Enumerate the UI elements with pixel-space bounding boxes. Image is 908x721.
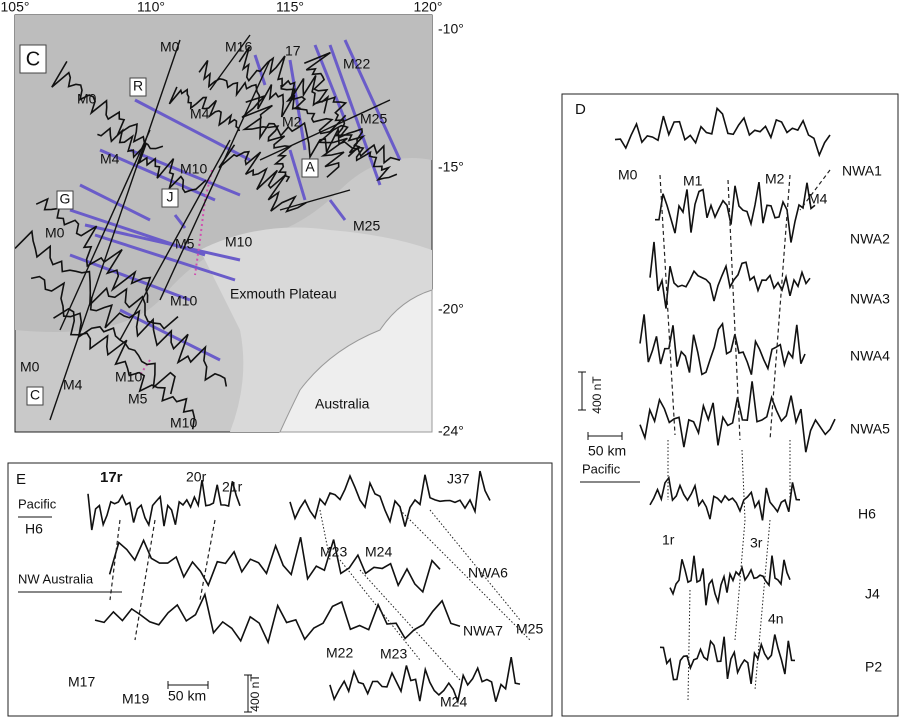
profile-label: NWA4 (850, 348, 890, 364)
lon-tick-label: 105° (1, 0, 30, 15)
group-label: Pacific (582, 461, 621, 476)
lat-tick-label: -10° (438, 21, 464, 37)
anomaly-label: M5 (175, 236, 195, 252)
figure: C 105° 110° 115° 120° -10° -15° -20° -24° M0 M16 17… (0, 0, 908, 721)
profile-label: R (133, 78, 143, 94)
lat-tick-label: -24° (438, 423, 464, 439)
anomaly-label: M25 (360, 111, 387, 127)
profile-label: A (305, 159, 315, 175)
place-label: Australia (315, 396, 370, 412)
group-label: NW Australia (18, 571, 94, 586)
anomaly-label: M2 (765, 171, 785, 187)
place-label: Exmouth Plateau (230, 286, 337, 302)
anomaly-label: M5 (128, 391, 148, 407)
panel-letter: C (26, 48, 40, 70)
anomaly-label: M0 (618, 167, 638, 183)
profile-label: J (167, 189, 174, 205)
anomaly-label: M17 (68, 674, 95, 690)
anomaly-label: M0 (20, 359, 40, 375)
anomaly-label: M23 (320, 544, 347, 560)
anomaly-label: M4 (63, 377, 83, 393)
anomaly-label: M23 (380, 646, 407, 662)
anomaly-label: M10 (170, 415, 197, 431)
profile-label: J4 (865, 586, 880, 602)
anomaly-label: M10 (115, 369, 142, 385)
profile-label: NWA6 (468, 565, 508, 581)
anomaly-label: M0 (77, 91, 97, 107)
anomaly-label: M4 (190, 106, 210, 122)
profile-label: G (60, 191, 71, 207)
anomaly-label: M0 (160, 39, 180, 55)
lat-tick-label: -15° (438, 159, 464, 175)
profile-label: C (30, 387, 40, 403)
chron-label: 4n (768, 611, 784, 627)
profile-label: NWA1 (842, 163, 882, 179)
anomaly-label: M4 (100, 151, 120, 167)
anomaly-label: M4 (808, 191, 828, 207)
chron-label: 20r (186, 469, 207, 485)
chron-label: 17r (100, 469, 123, 486)
panel-letter: E (16, 471, 26, 488)
anomaly-label: M0 (45, 225, 65, 241)
distance-scale-label: 50 km (588, 443, 626, 459)
chron-label: 21r (222, 479, 243, 495)
chron-label: 3r (750, 535, 763, 551)
amplitude-scale-label: 400 nT (590, 376, 604, 414)
profile-label: H6 (25, 521, 43, 537)
profile-label: NWA2 (850, 231, 890, 247)
anomaly-label: M25 (516, 621, 543, 637)
anomaly-label: M22 (343, 56, 370, 72)
lat-tick-label: -20° (438, 301, 464, 317)
profile-label: NWA7 (463, 623, 503, 639)
lon-tick-label: 110° (137, 0, 165, 15)
anomaly-label: M19 (122, 691, 149, 707)
anomaly-label: M10 (170, 293, 197, 309)
group-label: Pacific (18, 496, 57, 511)
anomaly-label: M10 (225, 234, 252, 250)
profile-label: J37 (447, 471, 470, 487)
anomaly-label: M10 (180, 161, 207, 177)
anomaly-label: M2 (282, 114, 302, 130)
anomaly-label: M1 (683, 173, 703, 189)
anomaly-label: M24 (365, 544, 392, 560)
chron-label: 1r (662, 532, 675, 548)
profile-label: H6 (858, 506, 876, 522)
anomaly-label: M22 (326, 645, 353, 661)
distance-scale-label: 50 km (168, 688, 206, 704)
lon-tick-label: 120° (414, 0, 443, 15)
anomaly-label: M24 (440, 694, 467, 710)
panel-letter: D (575, 101, 586, 118)
anomaly-label: M16 (225, 39, 252, 55)
profile-label: NWA3 (850, 291, 890, 307)
panel-d-frame (562, 94, 898, 716)
profile-label: P2 (865, 659, 882, 675)
profile-label: NWA5 (850, 421, 890, 437)
amplitude-scale-label: 400 nT (248, 674, 262, 712)
anomaly-label: 17 (285, 43, 301, 59)
lon-tick-label: 115° (276, 0, 304, 15)
anomaly-label: M25 (353, 218, 380, 234)
